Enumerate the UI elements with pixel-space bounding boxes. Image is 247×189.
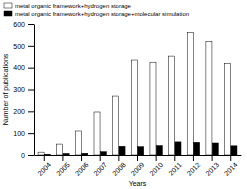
bar — [206, 41, 212, 155]
y-tick-mark — [28, 46, 34, 47]
x-tick-label: 2012 — [186, 161, 202, 177]
y-tick-label: 400 — [13, 64, 25, 71]
legend-swatch — [4, 3, 12, 8]
x-tick-mark — [212, 155, 213, 161]
bar — [44, 154, 50, 155]
bar — [187, 33, 193, 155]
legend-item: metal organic framework+hydrogen storage… — [4, 11, 189, 17]
x-tick-label: 2010 — [148, 161, 164, 177]
bar — [212, 143, 218, 155]
y-tick: 400 — [13, 64, 34, 71]
y-tick-mark — [28, 24, 34, 25]
x-axis-title: Years — [129, 180, 147, 187]
y-tick-label: 200 — [13, 108, 25, 115]
x-tick: 2013 — [204, 155, 220, 177]
y-tick-label: 500 — [13, 43, 25, 50]
y-tick-label: 0 — [21, 152, 25, 159]
x-axis: 2004200520062007200820092010201120122013… — [35, 155, 242, 177]
bar — [231, 146, 237, 155]
bar — [113, 96, 119, 155]
x-tick-mark — [81, 155, 82, 161]
x-tick: 2005 — [55, 155, 71, 177]
x-tick-label: 2006 — [74, 161, 90, 177]
y-tick-mark — [28, 111, 34, 112]
x-tick-mark — [193, 155, 194, 161]
y-tick-label: 600 — [13, 21, 25, 28]
bar — [82, 153, 88, 155]
x-tick: 2009 — [130, 155, 146, 177]
x-tick-label: 2013 — [204, 161, 220, 177]
legend: metal organic framework+hydrogen storage… — [4, 3, 189, 17]
y-tick: 100 — [13, 130, 34, 137]
x-tick: 2010 — [148, 155, 164, 177]
bar — [138, 147, 144, 155]
legend-label: metal organic framework+hydrogen storage… — [15, 11, 189, 17]
bar-series — [44, 142, 237, 155]
bars — [38, 33, 237, 155]
x-tick-mark — [156, 155, 157, 161]
y-tick-label: 300 — [13, 86, 25, 93]
bar — [100, 152, 106, 155]
y-axis: 0 100 200 300 400 500 600 — [13, 21, 34, 159]
x-tick: 2007 — [92, 155, 108, 177]
x-tick: 2014 — [223, 155, 239, 177]
x-tick-mark — [100, 155, 101, 161]
x-tick-label: 2009 — [130, 161, 146, 177]
bar — [57, 144, 63, 155]
bar — [175, 142, 181, 155]
legend-item: metal organic framework+hydrogen storage — [4, 3, 132, 9]
bar — [169, 56, 175, 155]
x-tick-mark — [44, 155, 45, 161]
y-tick-mark — [28, 155, 34, 156]
x-tick: 2006 — [74, 155, 90, 177]
bar — [150, 62, 156, 155]
legend-swatch — [4, 11, 12, 16]
y-tick: 300 — [13, 86, 34, 93]
bar-series — [38, 33, 231, 155]
bar — [225, 63, 231, 155]
bar — [194, 142, 200, 155]
bar — [119, 146, 125, 155]
y-tick-mark — [28, 133, 34, 134]
x-tick: 2004 — [36, 155, 52, 177]
x-tick-mark — [118, 155, 119, 161]
y-axis-title: Number of publications — [2, 53, 10, 125]
y-axis-line — [34, 25, 35, 156]
bar — [63, 153, 69, 155]
y-tick-mark — [28, 90, 34, 91]
x-tick-mark — [62, 155, 63, 161]
x-tick: 2011 — [167, 155, 183, 177]
y-tick: 500 — [13, 43, 34, 50]
x-tick-label: 2004 — [36, 161, 52, 177]
y-tick: 200 — [13, 108, 34, 115]
x-tick-mark — [137, 155, 138, 161]
x-tick: 2008 — [111, 155, 127, 177]
x-tick-label: 2011 — [167, 161, 183, 177]
x-tick-label: 2005 — [55, 161, 71, 177]
x-tick: 2012 — [186, 155, 202, 177]
x-tick-label: 2007 — [92, 161, 108, 177]
x-tick-label: 2008 — [111, 161, 127, 177]
bar — [94, 112, 100, 155]
legend-label: metal organic framework+hydrogen storage — [15, 3, 132, 9]
bar — [38, 152, 44, 155]
y-tick-label: 100 — [13, 130, 25, 137]
bar — [131, 60, 137, 155]
x-tick-mark — [174, 155, 175, 161]
y-tick: 600 — [13, 21, 34, 28]
plot: 0100200300400500600200420052006200720082… — [13, 21, 241, 177]
bar — [75, 131, 81, 155]
chart: 0100200300400500600200420052006200720082… — [0, 0, 247, 189]
bar — [156, 146, 162, 155]
x-tick-mark — [230, 155, 231, 161]
x-tick-label: 2014 — [223, 161, 239, 177]
y-tick: 0 — [21, 152, 34, 159]
y-tick-mark — [28, 68, 34, 69]
